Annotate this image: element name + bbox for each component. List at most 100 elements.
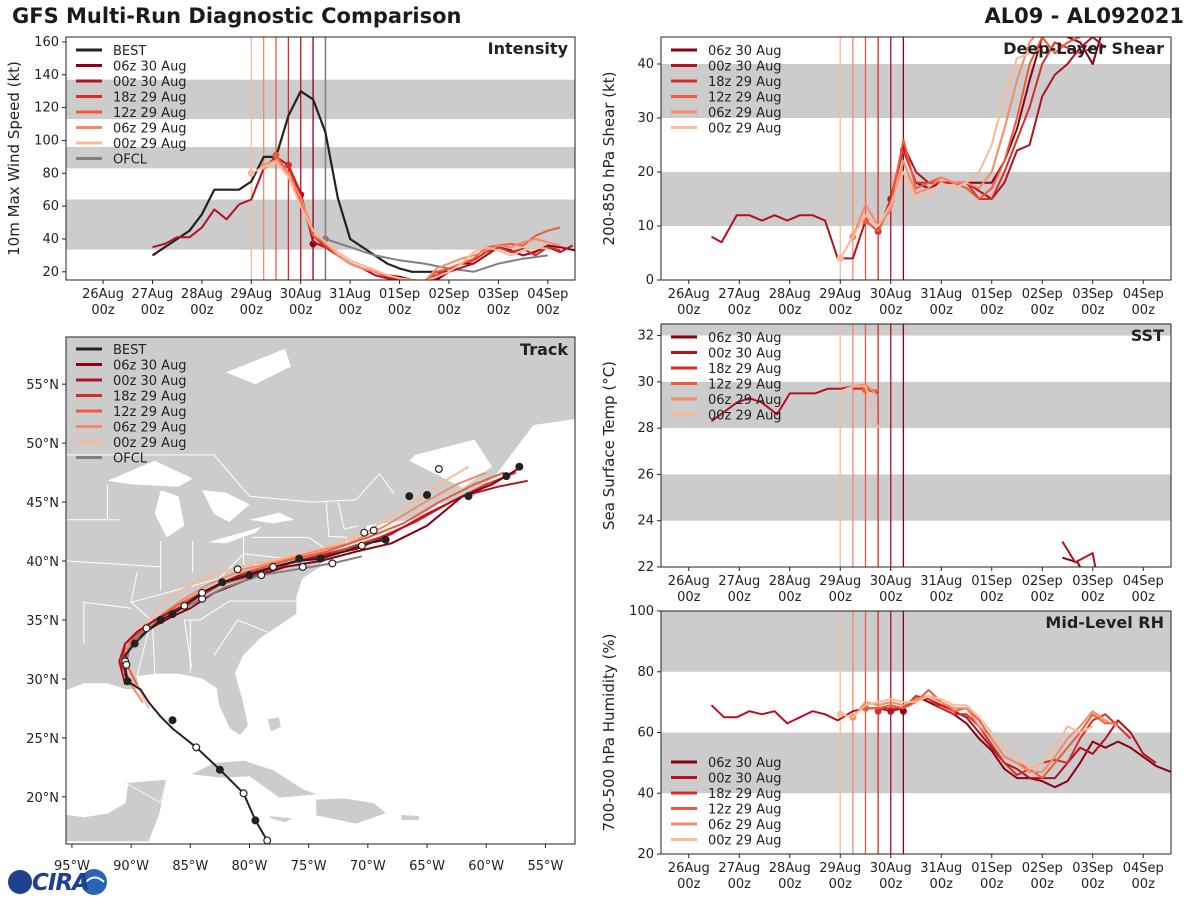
- series-line-06z-29-aug: [852, 695, 1119, 773]
- x-tick-label: 00z: [141, 303, 165, 318]
- track-point-best: [295, 554, 304, 563]
- x-tick-label: 00z: [1132, 303, 1156, 318]
- track-point-ofcl: [257, 571, 266, 580]
- x-tick-label: 00z: [930, 590, 954, 605]
- water-1: [154, 490, 185, 538]
- y-axis-label: Sea Surface Temp (°C): [600, 361, 618, 530]
- water-5: [409, 439, 493, 488]
- x-tick-label: 30Aug: [870, 287, 912, 302]
- border-12: [251, 536, 327, 550]
- x-tick-label: 27Aug: [718, 861, 760, 876]
- x-tick-label: 85°W: [172, 859, 208, 874]
- y-axis-label: 10m Max Wind Speed (kt): [5, 61, 23, 256]
- x-tick-label: 00z: [829, 303, 853, 318]
- band-1: [661, 64, 1171, 118]
- track-point-best: [316, 554, 325, 563]
- series-marker-12z-29-aug: [272, 151, 280, 159]
- x-tick-label: 28Aug: [769, 861, 811, 876]
- panel-title: Track: [520, 340, 568, 359]
- x-tick-label: 00z: [778, 877, 802, 892]
- x-tick-label: 55°W: [527, 859, 563, 874]
- land-6: [266, 716, 282, 733]
- legend-label: 18z 29 Aug: [113, 390, 187, 405]
- x-tick-label: 00z: [728, 877, 752, 892]
- logo-text: CIRA: [32, 870, 90, 896]
- x-tick-label: 00z: [677, 877, 701, 892]
- x-tick-label: 90°W: [113, 859, 149, 874]
- panel-shear: 01020304026Aug00z27Aug00z28Aug00z29Aug00…: [600, 36, 1172, 318]
- panel-title: Intensity: [488, 39, 569, 58]
- y-tick-label: 100: [34, 133, 59, 148]
- series-marker-00z-29-aug: [836, 254, 844, 262]
- band-0: [661, 732, 1171, 794]
- y-tick-label: 35°N: [26, 614, 59, 629]
- x-tick-label: 26Aug: [668, 287, 710, 302]
- x-tick-label: 03Sep: [1072, 861, 1113, 876]
- x-tick-label: 00z: [879, 590, 903, 605]
- y-tick-label: 20: [42, 265, 59, 280]
- plot-frame: [660, 36, 1172, 281]
- panel-title: Mid-Level RH: [1045, 613, 1164, 632]
- y-tick-label: 40: [637, 786, 654, 801]
- storm-id: AL09 - AL092021: [984, 4, 1185, 28]
- x-tick-label: 03Sep: [478, 287, 519, 302]
- border-13: [325, 502, 347, 547]
- series-group: [151, 90, 575, 280]
- x-tick-label: 00z: [980, 877, 1004, 892]
- border-8: [66, 560, 161, 568]
- x-tick-label: 00z: [487, 303, 511, 318]
- cira-logo: CIRA: [6, 866, 116, 898]
- track-point-best: [269, 562, 278, 571]
- x-tick-label: 30Aug: [870, 861, 912, 876]
- y-tick-label: 30: [637, 111, 654, 126]
- y-tick-label: 140: [34, 68, 59, 83]
- logo-globe-icon: [8, 870, 32, 894]
- track-point-ofcl: [298, 562, 307, 571]
- y-tick-label: 30°N: [26, 673, 59, 688]
- x-tick-label: 01Sep: [971, 287, 1012, 302]
- x-tick-label: 29Aug: [819, 861, 861, 876]
- y-tick-label: 26: [637, 467, 654, 482]
- series-marker-00z-29-aug: [247, 169, 255, 177]
- legend-label: 00z 30 Aug: [708, 347, 782, 362]
- x-tick-label: 29Aug: [230, 287, 272, 302]
- x-tick-label: 28Aug: [769, 574, 811, 589]
- water-2: [202, 490, 250, 523]
- y-axis-label: 700-500 hPa Humidity (%): [600, 633, 618, 831]
- legend-label: 18z 29 Aug: [708, 75, 782, 90]
- track-point-00z-29-aug: [233, 565, 242, 574]
- legend-label: 06z 29 Aug: [708, 106, 782, 121]
- x-tick-label: 27Aug: [718, 574, 760, 589]
- x-tick-label: 31Aug: [329, 287, 371, 302]
- legend-label: 00z 30 Aug: [113, 75, 187, 90]
- legend-label: 06z 30 Aug: [708, 756, 782, 771]
- plot-frame: [65, 336, 576, 845]
- x-tick-label: 00z: [879, 877, 903, 892]
- y-tick-label: 25°N: [26, 732, 59, 747]
- band-2: [66, 79, 575, 120]
- border-7: [83, 601, 132, 644]
- x-tick-label: 00z: [1031, 590, 1055, 605]
- series-group: [710, 689, 1171, 789]
- border-3: [151, 619, 156, 675]
- x-tick-label: 04Sep: [1123, 574, 1164, 589]
- x-tick-label: 00z: [289, 303, 313, 318]
- y-tick-label: 30: [637, 375, 654, 390]
- legend-label: 12z 29 Aug: [113, 106, 187, 121]
- track-point-best: [130, 639, 139, 648]
- x-tick-label: 02Sep: [428, 287, 469, 302]
- x-tick-label: 03Sep: [1072, 574, 1113, 589]
- logo-swirl-icon: [81, 869, 107, 895]
- x-tick-label: 00z: [778, 590, 802, 605]
- series-line-06z-30-aug: [1062, 556, 1081, 567]
- x-tick-label: 65°W: [409, 859, 445, 874]
- band-1: [661, 611, 1171, 672]
- series-line-12z-29-aug: [275, 154, 561, 280]
- x-tick-label: 04Sep: [527, 287, 568, 302]
- x-tick-label: 04Sep: [1123, 287, 1164, 302]
- x-tick-label: 29Aug: [819, 287, 861, 302]
- legend-label: 06z 29 Aug: [708, 393, 782, 408]
- series-group: [711, 37, 1107, 262]
- y-tick-label: 40: [42, 232, 59, 247]
- legend-label: 12z 29 Aug: [708, 378, 782, 393]
